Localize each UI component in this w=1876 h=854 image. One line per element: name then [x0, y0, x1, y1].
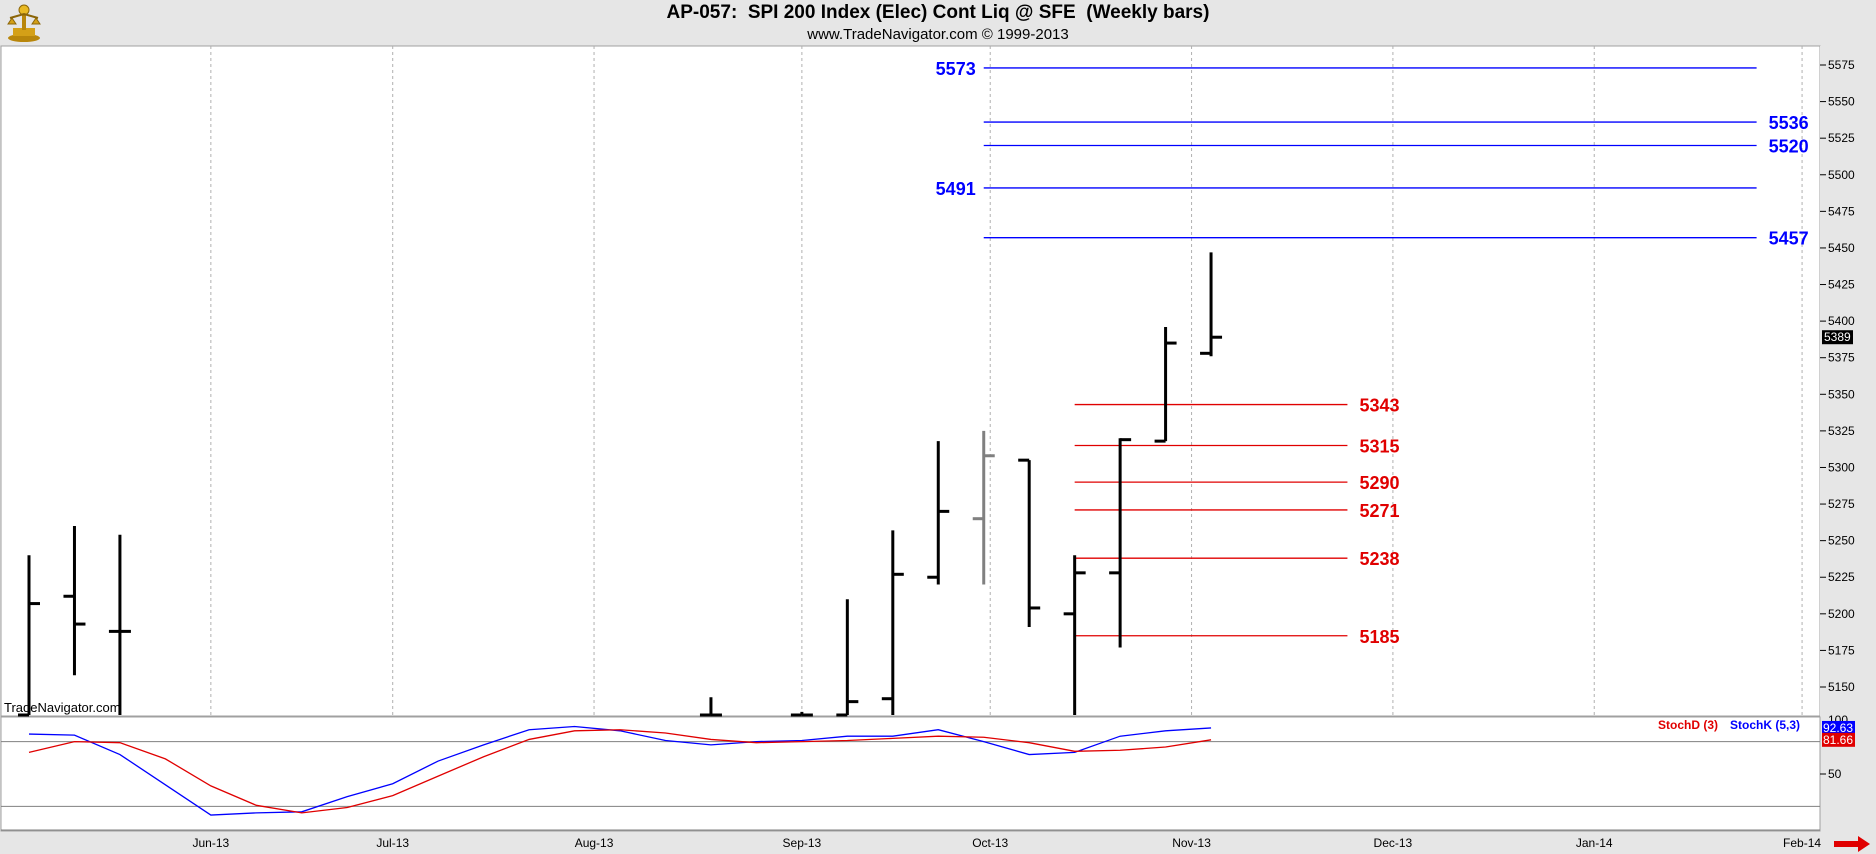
level-label: 5457	[1769, 229, 1809, 249]
level-label: 5315	[1359, 437, 1399, 457]
y-tick-label: 5325	[1828, 424, 1855, 438]
y-tick-label: 5225	[1828, 570, 1855, 584]
watermark: TradeNavigator.com	[4, 700, 121, 715]
y-tick-label: 5375	[1828, 351, 1855, 365]
trade-navigator-logo-icon	[7, 4, 41, 42]
level-label: 5573	[936, 59, 976, 79]
y-tick-label: 5275	[1828, 497, 1855, 511]
level-label: 5271	[1359, 501, 1399, 521]
y-tick-label: 5425	[1828, 278, 1855, 292]
y-tick-label: 5525	[1828, 131, 1855, 145]
level-label: 5290	[1359, 473, 1399, 493]
level-label: 5343	[1359, 396, 1399, 416]
last-value-box	[1822, 720, 1855, 735]
y-tick-label: 5450	[1828, 241, 1855, 255]
level-label: 5520	[1769, 136, 1809, 156]
last-value-label: 92.63	[1823, 721, 1853, 735]
x-tick-label: Oct-13	[972, 836, 1008, 850]
x-tick-label: Dec-13	[1374, 836, 1413, 850]
y-tick-label: 5550	[1828, 95, 1855, 109]
price-panel: 5150 5175 5200 5225 5250 5275 5300 5325 5350 5375…	[0, 45, 1876, 830]
x-tick-label: Nov-13	[1172, 836, 1211, 850]
y-tick-label: 5150	[1828, 680, 1855, 694]
x-axis: Jun-13 Jul-13 Aug-13 Sep-13 Oct-13 Nov-13 Dec-…	[1, 829, 1821, 850]
y-tick-label: 5400	[1828, 314, 1855, 328]
chart-header: AP-057: SPI 200 Index (Elec) Cont Liq @ …	[0, 0, 1876, 46]
level-label: 5185	[1359, 627, 1399, 647]
level-label: 5238	[1359, 549, 1399, 569]
legend-stoch-k: StochK (5,3)	[1730, 718, 1800, 732]
x-tick-label: Jan-14	[1576, 836, 1613, 850]
x-tick-label: Jul-13	[376, 836, 409, 850]
red-arrow-right-icon[interactable]	[1832, 836, 1872, 852]
x-tick-label: Jun-13	[193, 836, 230, 850]
x-tick-label: Feb-14	[1783, 836, 1821, 850]
last-value-label: 81.66	[1823, 733, 1853, 747]
y-tick-label: 5475	[1828, 204, 1855, 218]
y-tick-label: 5350	[1828, 387, 1855, 401]
price-axis-area	[1820, 46, 1876, 830]
legend-stoch-d: StochD (3)	[1658, 718, 1718, 732]
y-tick-label: 5200	[1828, 607, 1855, 621]
last-price-label: 5389	[1824, 330, 1851, 344]
x-tick-label: Aug-13	[575, 836, 614, 850]
last-price-box	[1822, 330, 1853, 345]
y-tick-label: 50	[1828, 767, 1842, 781]
price-plot-area	[0, 45, 1821, 717]
y-tick-label: 5300	[1828, 460, 1855, 474]
level-label: 5536	[1769, 113, 1809, 133]
chart-title: AP-057: SPI 200 Index (Elec) Cont Liq @ …	[666, 2, 1210, 23]
y-tick-label: 5175	[1828, 643, 1855, 657]
y-tick-label: 5500	[1828, 168, 1855, 182]
chart-subtitle: www.TradeNavigator.com © 1999-2013	[807, 26, 1069, 43]
stochastic-line	[28, 725, 1212, 816]
x-tick-label: Sep-13	[783, 836, 822, 850]
last-value-box	[1822, 732, 1855, 747]
y-tick-label: 5575	[1828, 58, 1855, 72]
level-label: 5491	[936, 179, 976, 199]
y-tick-label: 5250	[1828, 534, 1855, 548]
stochastic-line	[28, 729, 1212, 814]
